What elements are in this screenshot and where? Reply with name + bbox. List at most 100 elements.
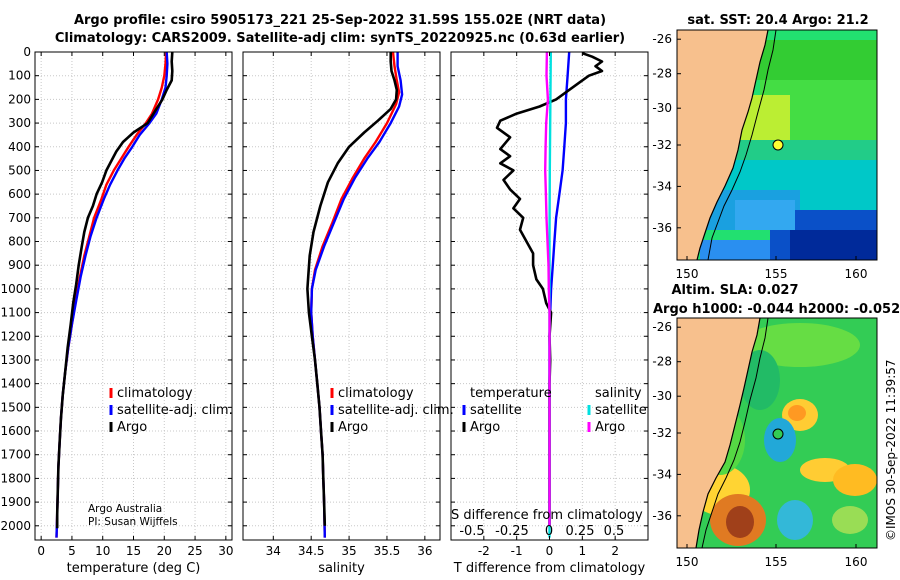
legend-label: climatology [338,386,414,401]
salinity-x-tick-label: 34 [266,544,281,558]
temperature-series-argo [55,52,174,529]
map-x-tick-label: 160 [845,267,868,281]
map-y-tick-label: -28 [652,67,672,81]
difference-x-tick-label: 2 [611,544,619,558]
map-y-tick-label: -34 [652,467,672,481]
legend-label: satellite [595,403,647,418]
map-x-tick-label: 155 [765,555,788,569]
difference-x-tick-label: -1 [511,544,523,558]
temperature-x-tick-label: 20 [157,544,172,558]
depth-tick-label: 1000 [0,282,31,296]
depth-tick-label: 2000 [0,519,31,533]
sst-map: sat. SST: 20.4 Argo: 21.2 [676,13,878,261]
salinity-x-axis-label: salinity [318,561,365,576]
temperature-x-axis-label: temperature (deg C) [67,561,201,576]
depth-tick-label: 700 [8,211,31,225]
difference-series-group [495,52,604,538]
map-y-tick-label: -36 [652,509,672,523]
legend-header: salinity [595,386,642,401]
difference-x-tick-label: -2 [478,544,490,558]
salinity-panel: 34 34.5 35 35.5 36 salinity climatology satelli… [242,51,454,576]
sla-map: Altim. SLA: 0.027 Argo h1000: -0.044 h20… [653,283,900,549]
difference-x-tick-label: 0 [546,544,554,558]
salinity-diff-axis-label: S difference from climatology [451,508,643,523]
temperature-panel: 0 5 10 15 20 25 300100200300400500600700800900… [0,45,233,576]
temperature-x-tick-label: 30 [218,544,233,558]
map-y-tick-label: -30 [652,389,672,403]
salinity-x-tick-label: 35.5 [374,544,401,558]
depth-tick-label: 500 [8,163,31,177]
salinity-diff-tick-label: 0 [545,524,553,539]
legend-header: temperature [470,386,552,401]
temperature-series-satellite-adj-clim- [55,52,169,538]
map-x-tick-label: 150 [676,555,699,569]
map-x-tick-label: 155 [765,267,788,281]
salinity-diff-tick-label: 0.5 [604,524,625,539]
salinity-series-argo [306,52,399,526]
depth-tick-label: 1100 [0,306,31,320]
legend-label: Argo [117,420,147,435]
map-x-tick-label: 150 [676,267,699,281]
depth-tick-label: 1400 [0,377,31,391]
legend-label: Argo [338,420,368,435]
map-y-tick-label: -30 [652,101,672,115]
legend-label: satellite-adj. clim. [117,403,233,418]
credit-line: PI: Susan Wijffels [88,516,178,528]
map-y-tick-label: -26 [652,32,672,46]
depth-tick-label: 0 [23,45,31,59]
difference-x-axis-label: T difference from climatology [453,561,646,576]
map-axes: -26 -28 -30 -32 -34 -36 150 155 160 -26 -28 -30 -32 -… [652,32,867,569]
salinity-x-tick-label: 36 [417,544,432,558]
legend-label: Argo [470,420,500,435]
depth-tick-label: 1200 [0,329,31,343]
figure-title-line2: Climatology: CARS2009. Satellite-adj cli… [54,31,626,46]
map-y-tick-label: -26 [652,320,672,334]
difference-panel: -2 -1 0 1 2 T difference from climatology temp… [450,51,649,576]
legend-label: satellite-adj. clim. [338,403,454,418]
map-x-tick-label: 160 [845,555,868,569]
argo-float-marker-sla [772,428,784,440]
imos-timestamp: ©IMOS 30-Sep-2022 11:39:57 [884,359,898,541]
map-y-tick-label: -28 [652,355,672,369]
salinity-series-climatology [310,52,401,538]
temperature-series-group [55,52,174,538]
depth-tick-label: 300 [8,116,31,130]
legend-label: climatology [117,386,193,401]
difference-x-tick-label: 1 [579,544,587,558]
figure-title-line1: Argo profile: csiro 5905173_221 25-Sep-2… [73,13,607,28]
map-y-tick-label: -36 [652,221,672,235]
temperature-x-tick-label: 5 [68,544,76,558]
depth-tick-label: 1700 [0,448,31,462]
credit-line: Argo Australia [88,503,162,515]
sla-map-title: Altim. SLA: 0.027 [672,283,799,298]
depth-tick-label: 100 [8,69,31,83]
salinity-frame [242,51,441,541]
map-y-tick-label: -34 [652,179,672,193]
sla-map-subtitle: Argo h1000: -0.044 h2000: -0.052 [653,302,900,317]
depth-tick-label: 1600 [0,424,31,438]
depth-tick-label: 800 [8,235,31,249]
salinity-series-group [306,52,404,538]
depth-tick-label: 600 [8,187,31,201]
depth-tick-label: 1500 [0,400,31,414]
depth-tick-label: 900 [8,258,31,272]
difference-series-salinity-argo [544,52,551,526]
depth-tick-label: 1800 [0,471,31,485]
temperature-x-tick-label: 15 [126,544,141,558]
salinity-diff-tick-label: -0.5 [459,524,484,539]
salinity-diff-tick-label: 0.25 [566,524,595,539]
legend-label: satellite [470,403,522,418]
salinity-x-tick-label: 34.5 [298,544,325,558]
salinity-series-satellite-adj-clim- [310,52,404,538]
depth-tick-label: 200 [8,92,31,106]
depth-tick-label: 1300 [0,353,31,367]
map-y-tick-label: -32 [652,138,672,152]
depth-tick-label: 1900 [0,495,31,509]
temperature-series-climatology [55,52,168,538]
temperature-x-tick-label: 0 [37,544,45,558]
salinity-x-tick-label: 35 [341,544,356,558]
depth-tick-label: 400 [8,140,31,154]
temperature-x-tick-label: 10 [95,544,110,558]
legend-label: Argo [595,420,625,435]
